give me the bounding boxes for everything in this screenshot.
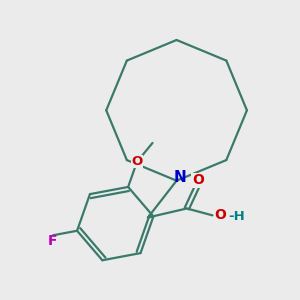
Text: O: O — [214, 208, 226, 222]
Text: -H: -H — [228, 210, 245, 223]
Text: N: N — [173, 170, 186, 185]
Text: F: F — [48, 234, 58, 248]
Text: O: O — [192, 173, 204, 187]
Text: O: O — [131, 155, 142, 168]
